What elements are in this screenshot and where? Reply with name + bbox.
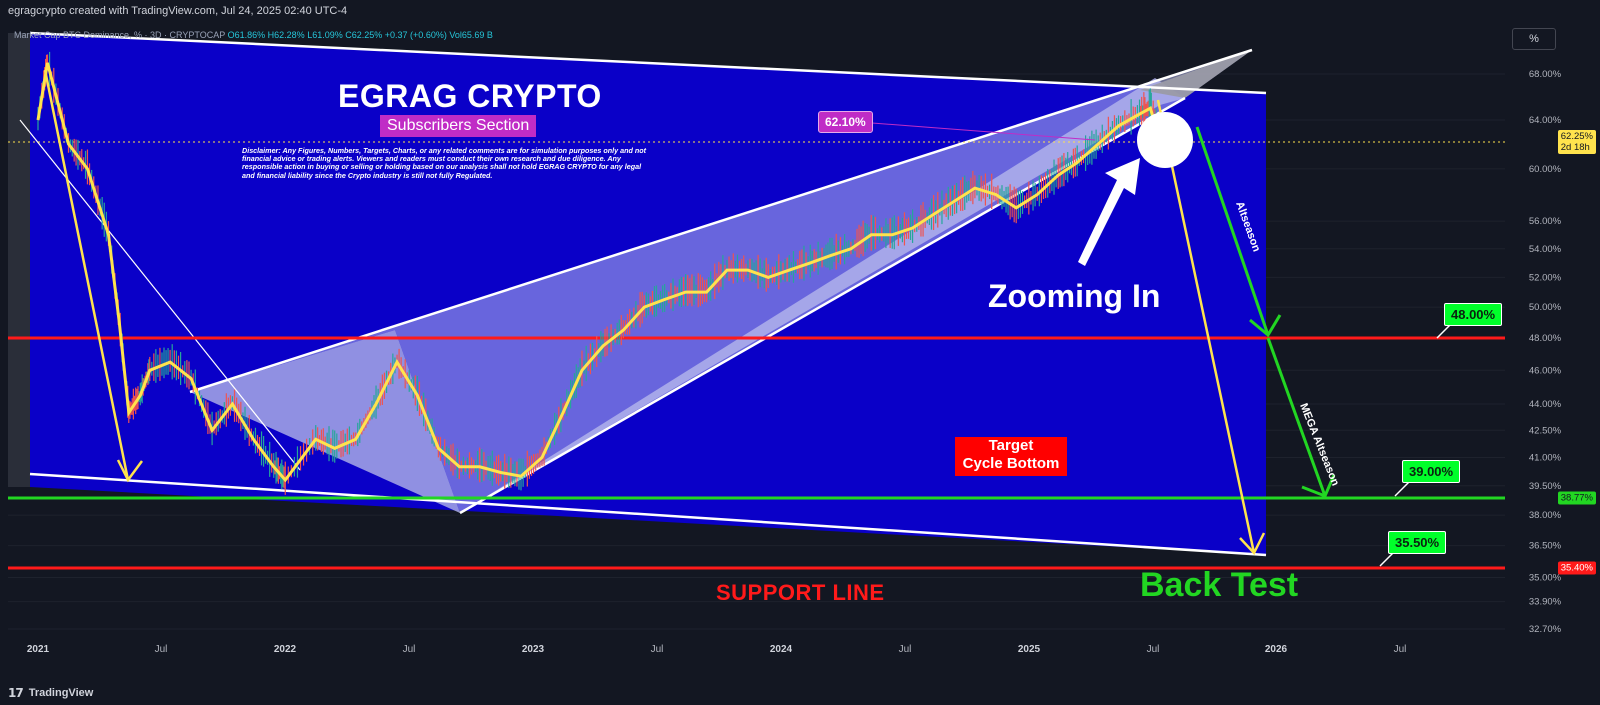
yellow-arrowhead-2 [1239,532,1266,556]
wedge-upper-line [189,48,1253,394]
x-tick-label: 2026 [1265,644,1288,655]
top-bar: egragcrypto created with TradingView.com… [0,0,1600,22]
price-series-line [36,62,1162,483]
legend-open: O61.86% [227,30,266,40]
y-tick-label: 41.00% [1529,453,1562,464]
symbol-legend: Market Cap BTC Dominance, % · 3D · CRYPT… [14,30,493,40]
percent-scale-button[interactable]: % [1512,28,1556,50]
tag-35-percent: 35.50% [1388,531,1447,554]
x-tick-label: 2025 [1018,644,1041,655]
tag-48-connector [1436,324,1451,339]
zooming-in-text: Zooming In [988,278,1161,314]
disclaimer-text: Disclaimer: Any Figures, Numbers, Target… [242,146,647,180]
zoom-white-arrow [1078,158,1140,266]
y-tick-label: 35.00% [1529,572,1562,583]
green-line-price-tag: 38.77% [1557,491,1596,505]
current-price-value: 62.25% [1560,131,1593,142]
y-tick-label: 54.00% [1529,244,1562,255]
target-line-2: Cycle Bottom [962,455,1060,472]
label-62-percent: 62.10% [818,111,873,133]
legend-symbol: Market Cap BTC Dominance, % · 3D · CRYPT… [14,30,226,40]
x-tick-label: Jul [899,644,912,655]
y-tick-label: 52.00% [1529,272,1562,283]
apex-gray-triangle [1140,50,1252,98]
zoom-circle [1137,112,1193,168]
top-trend-line [29,31,1267,95]
yellow-arrowhead-1 [116,459,144,483]
x-tick-label: Jul [155,644,168,655]
y-tick-label: 60.00% [1529,164,1562,175]
footer-bar: 17 TradingView [0,682,1600,705]
support-line-text: SUPPORT LINE [716,580,885,605]
target-line-1: Target [988,437,1034,454]
tradingview-logo-icon: 17 [8,686,24,700]
countdown-value: 2d 18h [1560,142,1590,153]
annotation-subtitle: Subscribers Section [380,115,537,137]
y-tick-label: 46.00% [1529,365,1562,376]
x-tick-label: 2023 [522,644,545,655]
legend-close: C62.25% [345,30,383,40]
left-dark-column [8,33,30,487]
y-tick-label: 36.50% [1529,541,1562,552]
x-tick-label: 2022 [274,644,297,655]
legend-high: H62.28% [267,30,305,40]
altseason-arrowhead [1249,314,1282,338]
y-axis-labels: 68.00% 64.00% 60.00% 56.00% 54.00% 52.00% 50.0… [1529,69,1562,635]
annotation-title: EGRAG CRYPTO [338,78,602,114]
y-tick-label: 44.00% [1529,399,1562,410]
y-tick-label: 50.00% [1529,302,1562,313]
x-tick-label: Jul [651,644,664,655]
y-tick-label: 64.00% [1529,115,1562,126]
y-tick-label: 33.90% [1529,597,1562,608]
altseason-arrow [1195,126,1270,336]
tag-39-connector [1394,480,1411,497]
x-tick-label: 2024 [770,644,793,655]
yellow-projection-2 [1156,99,1256,554]
legend-low: L61.09% [307,30,343,40]
magenta-pointer [871,122,1096,141]
mega-altseason-arrowhead [1301,474,1336,498]
current-price-tag: 62.25% 2d 18h [1557,130,1596,154]
x-tick-label: Jul [1147,644,1160,655]
back-test-text: Back Test [1140,566,1299,604]
tag-39-percent: 39.00% [1402,460,1461,483]
legend-volume: Vol65.69 B [449,30,493,40]
y-tick-label: 39.50% [1529,481,1562,492]
y-tick-label: 32.70% [1529,624,1562,635]
x-tick-label: Jul [1394,644,1407,655]
mega-altseason-arrow [1266,337,1327,497]
red-line-price-tag: 35.40% [1557,561,1596,575]
y-tick-label: 38.00% [1529,510,1562,521]
yellow-projection-1 [43,69,130,481]
y-tick-label: 68.00% [1529,69,1562,80]
y-tick-label: 42.50% [1529,425,1562,436]
tradingview-logo[interactable]: 17 TradingView [8,686,93,700]
y-tick-label: 48.00% [1529,333,1562,344]
tradingview-brand: TradingView [28,687,94,699]
credit-text: egragcrypto created with TradingView.com… [8,5,348,17]
tag-48-percent: 48.00% [1444,303,1503,326]
x-axis-labels: 2021 Jul 2022 Jul 2023 Jul 2024 Jul 2025 Jul 2026 J… [27,644,1407,655]
x-tick-label: 2021 [27,644,50,655]
target-cycle-bottom-box: Target Cycle Bottom [955,437,1067,476]
y-tick-label: 56.00% [1529,216,1562,227]
legend-change: +0.37 (+0.60%) [384,30,447,40]
bottom-trend-line [29,472,1267,557]
x-tick-label: Jul [403,644,416,655]
